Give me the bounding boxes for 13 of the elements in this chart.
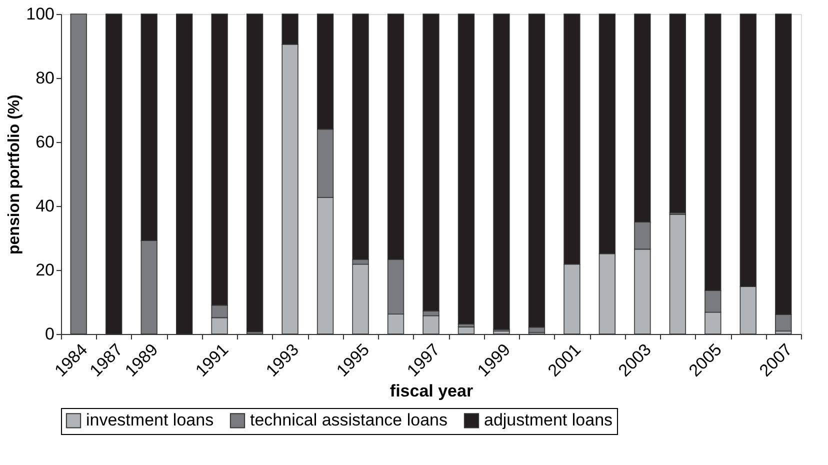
y-tick-label: 0 — [45, 324, 54, 344]
y-tick-label: 80 — [36, 68, 54, 88]
y-axis-title: pension portfolio (%) — [6, 94, 24, 254]
legend-label: investment loans — [86, 410, 214, 430]
bar — [246, 14, 264, 332]
x-axis-title: fiscal year — [390, 382, 474, 401]
y-tick-label: 20 — [36, 260, 54, 280]
legend-label: adjustment loans — [484, 410, 613, 430]
y-tick-label: 100 — [26, 4, 54, 24]
y-tick-label: 60 — [36, 132, 54, 152]
bar — [458, 14, 475, 324]
y-tick-label: 40 — [36, 196, 54, 216]
legend-label: technical assistance loans — [250, 410, 448, 430]
